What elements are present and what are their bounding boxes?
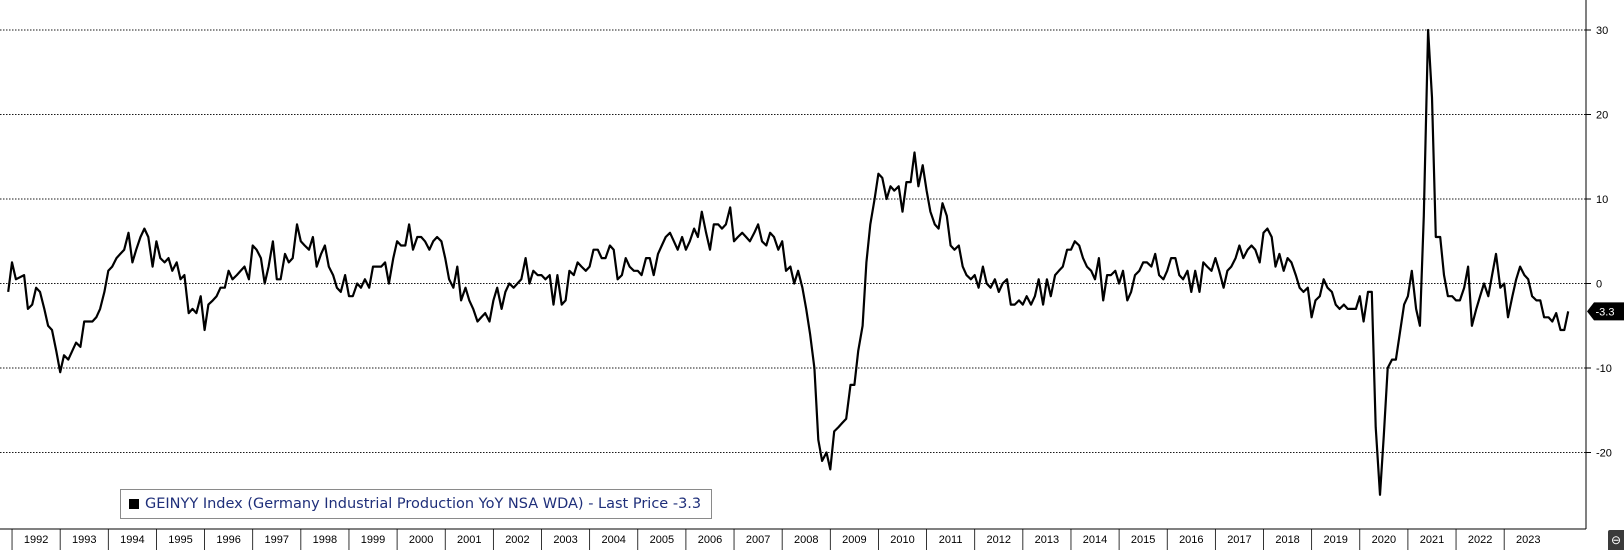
x-tick-label: 1995 [168,534,192,546]
zoom-out-icon[interactable]: ⊖ [1608,530,1624,550]
x-tick-label: 2000 [409,534,433,546]
x-tick-label: 2005 [650,534,674,546]
last-value-text: -3.3 [1596,306,1615,318]
x-tick-label: 2022 [1468,534,1492,546]
x-tick-label: 2013 [1035,534,1059,546]
x-tick-label: 2016 [1179,534,1203,546]
x-tick-label: 1997 [265,534,289,546]
x-tick-label: 2006 [698,534,722,546]
x-tick-label: 2003 [553,534,577,546]
x-tick-label: 2001 [457,534,481,546]
x-tick-label: 2007 [746,534,770,546]
x-tick-label: 2020 [1372,534,1396,546]
y-tick-label: 0 [1596,279,1602,291]
x-tick-label: 1998 [313,534,337,546]
x-tick-label: 1992 [24,534,48,546]
x-tick-label: 2012 [987,534,1011,546]
y-axis: 30 20 10 0 -10 -20 [1585,0,1612,529]
y-tick-label: -10 [1596,363,1612,375]
grid-lines [0,29,1586,453]
x-tick-label: 2017 [1227,534,1251,546]
y-tick-label: 10 [1596,194,1608,206]
x-tick-label: 2019 [1323,534,1347,546]
last-value-label: -3.3 [1587,302,1624,321]
x-tick-label: 2010 [890,534,914,546]
x-tick-label: 1996 [216,534,240,546]
x-tick-label: 1994 [120,534,144,546]
x-tick-label: 2018 [1275,534,1299,546]
series-layer [7,28,1570,496]
x-tick-label: 2023 [1516,534,1540,546]
legend-swatch [129,499,139,509]
x-tick-label: 2004 [601,534,625,546]
x-tick-label: 2011 [939,534,963,546]
x-tick-label: 2015 [1131,534,1155,546]
legend-label: GEINYY Index (Germany Industrial Product… [145,496,702,512]
x-tick-label: 2002 [505,534,529,546]
y-tick-label: 30 [1596,25,1608,37]
y-tick-label: 20 [1596,110,1608,122]
y-tick-label: -20 [1596,448,1612,460]
series-line [7,28,1570,496]
x-tick-label: 2009 [842,534,866,546]
x-tick-label: 2014 [1083,534,1107,546]
legend: GEINYY Index (Germany Industrial Product… [120,489,713,519]
x-tick-label: 2008 [794,534,818,546]
x-tick-label: 1993 [72,534,96,546]
x-tick-label: 2021 [1420,534,1444,546]
x-axis: 1992 1993 1994 1995 1996 1997 1998 1999 2000 2001… [0,528,1586,550]
x-tick-label: 1999 [361,534,385,546]
last-value-tag [1587,302,1624,321]
